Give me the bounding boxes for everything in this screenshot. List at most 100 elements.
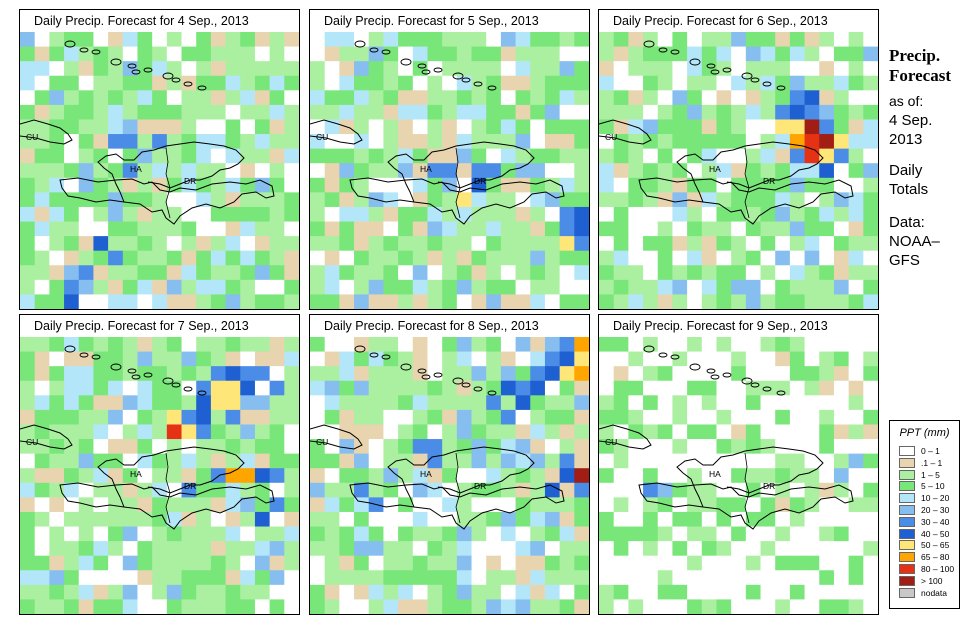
precip-cell xyxy=(775,424,791,440)
precip-cell xyxy=(486,366,502,382)
precip-cell xyxy=(863,468,878,484)
precip-cell xyxy=(456,134,473,150)
precip-cell xyxy=(108,265,124,281)
precip-cell xyxy=(486,409,502,425)
precip-cell xyxy=(745,265,762,281)
precip-cell xyxy=(628,337,644,353)
legend-swatch xyxy=(899,504,915,515)
legend-swatch xyxy=(899,481,915,492)
precip-cell xyxy=(310,75,326,91)
precip-cell xyxy=(789,294,806,309)
precip-cell xyxy=(701,279,717,295)
precip-cell xyxy=(456,395,473,411)
precip-cell xyxy=(599,599,615,614)
precip-cell xyxy=(20,541,36,557)
precip-cell xyxy=(64,337,80,353)
precip-cell xyxy=(412,409,428,425)
precip-cell xyxy=(339,380,355,396)
precip-cell xyxy=(442,482,458,498)
precip-cell xyxy=(240,366,256,382)
precip-cell xyxy=(122,395,138,411)
precip-cell xyxy=(731,555,747,571)
precip-cell xyxy=(368,599,384,614)
precip-cell xyxy=(310,279,326,295)
precip-cell xyxy=(643,32,659,48)
panel-title: Daily Precip. Forecast for 7 Sep., 2013 xyxy=(20,315,299,338)
precip-cell xyxy=(240,511,256,528)
precip-cell xyxy=(137,439,153,455)
precip-cell xyxy=(442,75,458,91)
precip-cell xyxy=(269,32,285,48)
precip-cell xyxy=(225,236,241,252)
precip-cell xyxy=(78,439,94,455)
precip-cell xyxy=(398,148,414,164)
precip-cell xyxy=(442,163,458,179)
coastline xyxy=(97,446,245,508)
precip-cell xyxy=(49,526,65,542)
precip-cell xyxy=(368,439,384,455)
precip-cell xyxy=(284,439,299,455)
precip-cell xyxy=(181,453,197,469)
precip-cell xyxy=(471,236,487,252)
precip-cell xyxy=(122,148,138,164)
precip-cell xyxy=(64,482,80,498)
precip-cell xyxy=(427,75,443,91)
precip-cell xyxy=(833,148,850,164)
precip-cell xyxy=(515,482,531,498)
precip-cell xyxy=(152,163,168,179)
precip-cell xyxy=(716,134,732,150)
precip-cell xyxy=(819,265,835,281)
precip-cell xyxy=(225,409,241,425)
precip-cell xyxy=(368,337,384,353)
precip-cell xyxy=(269,380,285,396)
precip-cell xyxy=(515,337,531,353)
precip-cell xyxy=(310,511,326,528)
precip-cell xyxy=(672,119,688,135)
country-label-ha: HA xyxy=(130,469,142,479)
precip-cell xyxy=(284,75,299,91)
precip-cell xyxy=(442,584,458,600)
precip-cell xyxy=(833,453,850,469)
precip-cell xyxy=(745,134,762,150)
precip-cell xyxy=(789,206,806,223)
precip-cell xyxy=(643,395,659,411)
precip-cell xyxy=(34,526,50,542)
precip-cell xyxy=(701,104,717,120)
precip-cell xyxy=(515,409,531,425)
precip-cell xyxy=(254,134,271,150)
precip-cell xyxy=(848,134,864,150)
precip-cell xyxy=(530,395,546,411)
precip-cell xyxy=(78,221,94,237)
precip-cell xyxy=(284,424,299,440)
precip-cell xyxy=(745,32,762,48)
precip-cell xyxy=(368,584,384,600)
precip-cell xyxy=(760,511,776,528)
precip-cell xyxy=(804,511,820,528)
precip-cell xyxy=(863,453,878,469)
precip-cell xyxy=(731,511,747,528)
precip-cell xyxy=(863,163,878,179)
precip-cell xyxy=(383,148,399,164)
precip-cell xyxy=(339,265,355,281)
precip-cell xyxy=(833,75,850,91)
precip-cell xyxy=(34,294,50,309)
precip-cell xyxy=(775,148,791,164)
precip-cell xyxy=(269,351,285,367)
precip-cell xyxy=(368,366,384,382)
precip-cell xyxy=(731,351,747,367)
precip-cell xyxy=(324,279,340,295)
precip-cell xyxy=(486,250,502,266)
precip-cell xyxy=(716,250,732,266)
precip-cell xyxy=(848,61,864,77)
precip-cell xyxy=(456,409,473,425)
precip-cell xyxy=(701,511,717,528)
precip-cell xyxy=(599,482,615,498)
precip-cell xyxy=(93,119,109,135)
precip-cell xyxy=(789,526,806,542)
precip-cell xyxy=(122,366,138,382)
precip-cell xyxy=(657,599,673,614)
precip-cell xyxy=(515,497,531,513)
precip-cell xyxy=(181,206,197,223)
precip-cell xyxy=(672,192,688,208)
island xyxy=(354,40,366,48)
